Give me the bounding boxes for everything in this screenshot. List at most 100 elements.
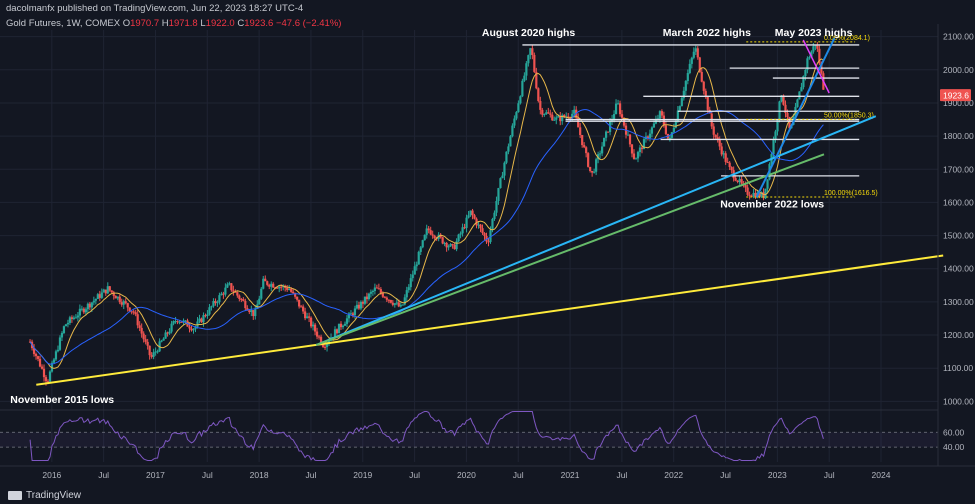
- ma-slow-line: [29, 109, 824, 365]
- candle-body: [642, 139, 646, 150]
- candle-body: [716, 137, 719, 140]
- candle-body: [744, 184, 747, 188]
- candle-body: [317, 336, 321, 338]
- candle-body: [286, 287, 289, 290]
- candle-body: [236, 292, 239, 296]
- candle-body: [445, 242, 448, 248]
- candle-body: [549, 113, 552, 115]
- candle-body: [678, 106, 681, 111]
- candle-body: [786, 112, 789, 117]
- candle-body: [196, 321, 199, 327]
- candle-body: [192, 329, 195, 331]
- candle-body: [300, 306, 303, 308]
- candle-body: [662, 115, 665, 126]
- candle-body: [471, 210, 474, 216]
- tradingview-logo-icon: [8, 491, 22, 500]
- candle-body: [690, 57, 693, 64]
- candle-body: [527, 55, 530, 64]
- candle-body: [104, 289, 107, 294]
- candle-body: [130, 311, 133, 313]
- candle-body: [240, 298, 243, 300]
- candle-body: [453, 244, 456, 250]
- candle-body: [405, 290, 408, 298]
- candle-body: [94, 298, 97, 301]
- candle-body: [403, 297, 406, 305]
- y-tick-label: 1400.00: [943, 264, 974, 274]
- candle-body: [547, 112, 550, 114]
- candle-body: [704, 90, 707, 97]
- candle-body: [740, 179, 743, 184]
- candle-body: [96, 294, 99, 299]
- candle-body: [184, 320, 187, 322]
- candle-body: [298, 299, 301, 307]
- candle-body: [461, 227, 464, 234]
- tradingview-footer[interactable]: TradingView: [8, 490, 81, 501]
- candle-body: [357, 304, 361, 309]
- candle-body: [206, 314, 209, 316]
- candle-body: [266, 281, 269, 285]
- candle-body: [762, 192, 765, 199]
- candle-body: [507, 146, 510, 152]
- candle-body: [216, 302, 219, 304]
- candle-body: [327, 340, 331, 344]
- ma-fast-line: [29, 58, 824, 369]
- candle-body: [262, 278, 265, 289]
- symbol-ohlc-line: Gold Futures, 1W, COMEX O1970.7 H1971.8 …: [6, 18, 341, 29]
- candle-body: [401, 304, 404, 306]
- candle-body: [814, 45, 817, 47]
- candle-body: [539, 100, 542, 110]
- candle-body: [375, 287, 378, 289]
- candle-body: [335, 329, 339, 334]
- candle-body: [682, 90, 685, 99]
- rsi-tick-label: 60.00: [943, 427, 965, 437]
- candle-body: [694, 48, 697, 52]
- trend-line-green: [315, 153, 825, 346]
- candle-body: [676, 110, 679, 122]
- candle-body: [313, 324, 317, 332]
- candle-body: [726, 161, 729, 163]
- candle-body: [431, 234, 434, 236]
- candle-body: [604, 131, 608, 138]
- candle-body: [345, 318, 349, 324]
- candle-body: [425, 228, 428, 235]
- candle-body: [359, 301, 363, 309]
- x-tick-label: 2020: [457, 470, 476, 480]
- candle-body: [796, 99, 799, 107]
- candle-body: [294, 293, 297, 297]
- candle-body: [46, 381, 50, 383]
- candle-body: [134, 312, 137, 315]
- candle-body: [561, 115, 564, 122]
- candle-body: [252, 310, 255, 317]
- candle-body: [688, 63, 691, 74]
- x-tick-label: Jul: [720, 470, 731, 480]
- candle-body: [44, 377, 48, 382]
- candle-body: [766, 179, 769, 189]
- candle-body: [501, 175, 504, 179]
- candle-body: [780, 95, 783, 102]
- candle-body: [72, 317, 76, 319]
- candle-body: [674, 121, 677, 128]
- candle-body: [369, 292, 372, 294]
- candle-body: [66, 322, 70, 325]
- candle-body: [800, 87, 803, 92]
- candle-body: [325, 343, 329, 348]
- candle-body: [339, 323, 343, 328]
- close-label: C: [237, 18, 245, 29]
- candle-body: [758, 192, 761, 197]
- candle-body: [591, 170, 594, 173]
- candle-body: [429, 230, 432, 235]
- candle-body: [174, 321, 177, 323]
- y-tick-label: 2000.00: [943, 65, 974, 75]
- candle-body: [808, 57, 811, 59]
- candle-body: [399, 305, 402, 307]
- candle-body: [545, 112, 548, 115]
- candle-body: [218, 295, 221, 303]
- candle-body: [138, 325, 141, 328]
- candle-body: [614, 103, 618, 115]
- candle-body: [497, 188, 500, 201]
- trend-line-magenta: [802, 39, 830, 94]
- candle-body: [640, 147, 644, 150]
- candle-body: [652, 123, 656, 128]
- candle-body: [304, 311, 307, 319]
